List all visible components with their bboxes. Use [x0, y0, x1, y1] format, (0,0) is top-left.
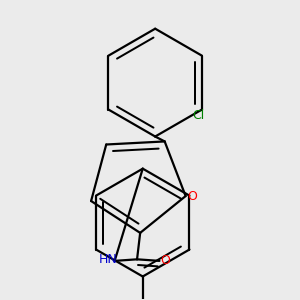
Text: O: O	[160, 254, 170, 267]
Text: HN: HN	[98, 254, 117, 266]
Text: O: O	[188, 190, 197, 202]
Text: Cl: Cl	[193, 109, 205, 122]
